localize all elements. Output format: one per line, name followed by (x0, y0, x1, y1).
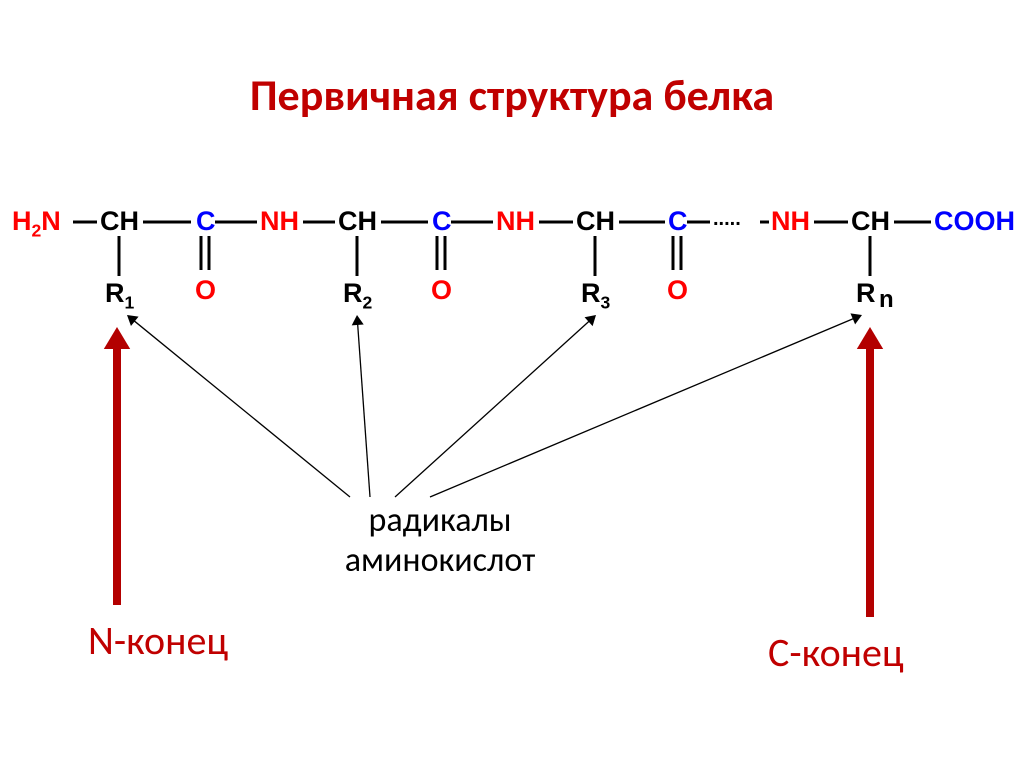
slide: Первичная структура белка H2N CH C NH CH C NH C… (0, 0, 1024, 767)
atom-dots: ..... (713, 208, 741, 231)
atom-c2: C (432, 206, 452, 237)
atom-c1: C (196, 206, 216, 237)
atom-r2: R2 (343, 278, 372, 309)
atom-nh1: NH (260, 206, 299, 237)
c-terminus-label: С-конец (768, 628, 904, 677)
atom-h2n: H2N (12, 206, 61, 237)
atom-o2: O (431, 275, 452, 306)
atom-o1: O (195, 275, 216, 306)
slide-title: Первичная структура белка (0, 68, 1024, 122)
n-terminus-label: N-конец (88, 616, 228, 665)
atom-r1: R1 (105, 278, 134, 309)
atom-ch4: CH (851, 206, 890, 237)
atom-cooh: COOH (934, 206, 1015, 237)
atom-rn_n: n (879, 286, 894, 314)
atom-r3: R3 (581, 278, 610, 309)
atom-nh2: NH (496, 206, 535, 237)
radicals-label-line1: радикалы (290, 500, 590, 541)
atom-ch2: CH (338, 206, 377, 237)
atom-ch1: CH (100, 206, 139, 237)
atom-nh3: NH (771, 206, 810, 237)
atom-c3: C (668, 206, 688, 237)
atom-rn_R: R (856, 278, 876, 309)
radicals-label-line2: аминокислот (270, 540, 610, 581)
atom-o3: O (667, 275, 688, 306)
atom-ch3: CH (576, 206, 615, 237)
